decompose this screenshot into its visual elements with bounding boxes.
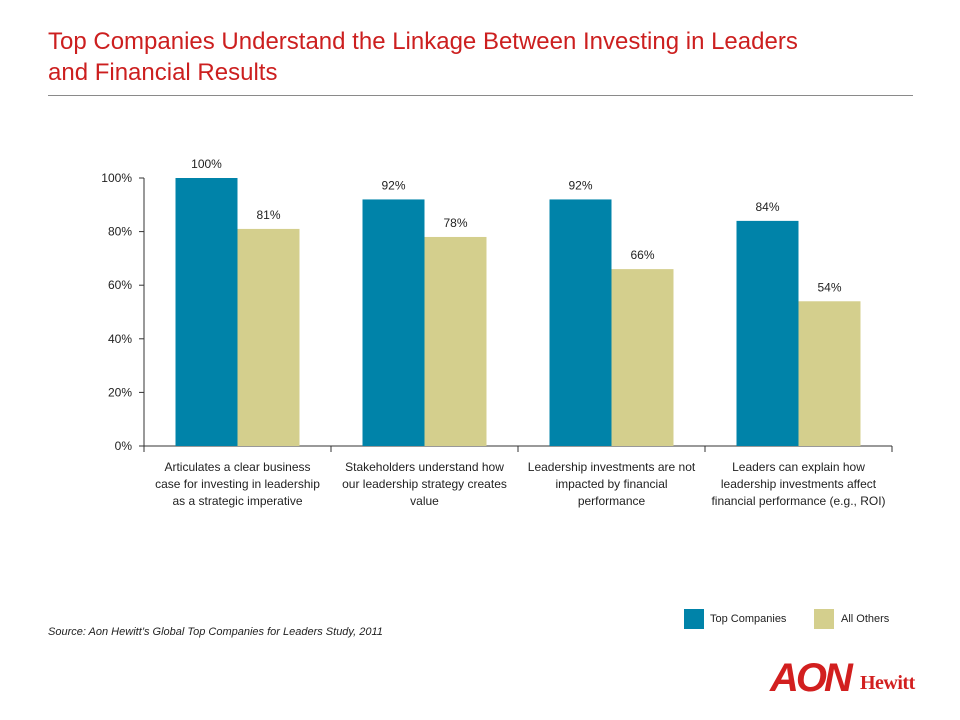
x-category-label: leadership investments affect [721, 477, 877, 491]
y-tick-label: 80% [108, 225, 132, 239]
legend-swatch-top-companies [684, 609, 704, 629]
y-tick-label: 0% [115, 439, 133, 453]
y-tick-label: 40% [108, 332, 132, 346]
title-divider [48, 95, 913, 96]
y-tick-label: 60% [108, 278, 132, 292]
bar-top-companies [549, 199, 612, 446]
y-tick-label: 100% [101, 171, 132, 185]
legend-label-all-others: All Others [841, 613, 890, 625]
data-label: 66% [630, 248, 654, 262]
data-label: 92% [568, 178, 592, 192]
bar-top-companies [175, 178, 238, 446]
x-category-label: case for investing in leadership [155, 477, 320, 491]
bar-all-others [798, 301, 861, 446]
bar-all-others [611, 269, 674, 446]
bar-all-others [424, 236, 487, 446]
bar-chart: 0% 20% 40% 60% 80% 100% 100% 92% 92% 84% 81% 78% 66%… [101, 157, 893, 508]
data-label: 92% [381, 178, 405, 192]
legend-label-top-companies: Top Companies [710, 613, 787, 625]
data-label: 84% [755, 200, 779, 214]
bar-top-companies [362, 199, 425, 446]
page-title: Top Companies Understand the Linkage Bet… [48, 26, 918, 88]
x-category-label: value [410, 494, 439, 508]
x-category-label: performance [578, 494, 646, 508]
x-category-label: Leaders can explain how [732, 460, 865, 474]
logo-hewitt-text: Hewitt [860, 672, 915, 694]
x-category-label: financial performance (e.g., ROI) [711, 494, 885, 508]
x-category-label: as a strategic imperative [172, 494, 302, 508]
x-category-label: Leadership investments are not [528, 460, 696, 474]
bar-top-companies [736, 220, 799, 446]
bar-all-others [237, 228, 300, 446]
x-category-label: Articulates a clear business [164, 460, 310, 474]
data-label: 81% [256, 208, 280, 222]
y-tick-label: 20% [108, 385, 132, 399]
x-category-label: impacted by financial [555, 477, 667, 491]
source-note: Source: Aon Hewitt’s Global Top Companie… [48, 626, 383, 638]
data-label: 54% [817, 280, 841, 294]
legend-swatch-all-others [814, 609, 834, 629]
logo-aon-text: AON [770, 656, 853, 700]
x-category-label: Stakeholders understand how [345, 460, 504, 474]
title-line-2: and Financial Results [48, 59, 278, 86]
aon-hewitt-logo: AON Hewitt [770, 658, 920, 698]
data-label: 100% [191, 157, 222, 171]
x-category-label: our leadership strategy creates [342, 477, 507, 491]
title-line-1: Top Companies Understand the Linkage Bet… [48, 28, 798, 55]
data-label: 78% [443, 216, 467, 230]
